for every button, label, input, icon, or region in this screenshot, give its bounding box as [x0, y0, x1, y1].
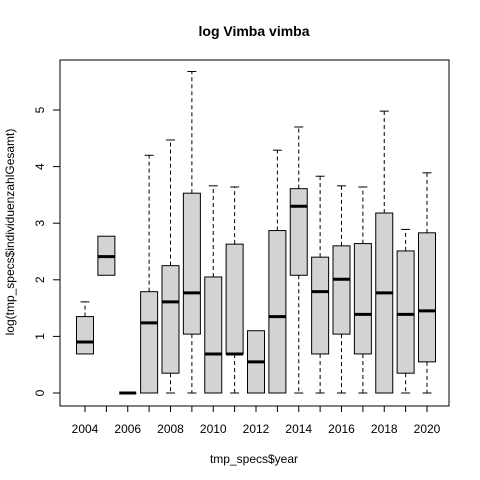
- box-2019: [397, 229, 414, 393]
- iqr-box: [226, 244, 243, 354]
- box-2017: [354, 187, 371, 393]
- x-tick-label: 2018: [371, 422, 398, 436]
- iqr-box: [397, 251, 414, 373]
- box-2009: [183, 72, 200, 393]
- box-2004: [77, 302, 94, 354]
- x-tick-label: 2004: [72, 422, 99, 436]
- x-tick-label: 2014: [285, 422, 312, 436]
- x-tick-label: 2008: [157, 422, 184, 436]
- iqr-box: [376, 213, 393, 393]
- x-tick-label: 2012: [243, 422, 270, 436]
- x-axis-label: tmp_specs$year: [210, 452, 298, 466]
- iqr-box: [354, 244, 371, 354]
- y-tick-label: 2: [33, 276, 47, 283]
- y-tick-label: 5: [33, 106, 47, 113]
- box-2010: [205, 186, 222, 393]
- x-axis: 2004 2006 2008 2010 2012 2014 2016 2018 2020: [72, 406, 441, 436]
- iqr-box: [77, 317, 94, 354]
- x-tick-label: 2006: [114, 422, 141, 436]
- iqr-box: [205, 277, 222, 393]
- iqr-box: [183, 193, 200, 334]
- y-tick-label: 4: [33, 163, 47, 170]
- iqr-box: [419, 233, 436, 362]
- box-2018: [376, 111, 393, 393]
- iqr-box: [333, 246, 350, 334]
- box-2016: [333, 186, 350, 393]
- box-2013: [269, 150, 286, 393]
- box-2011: [226, 187, 243, 393]
- box-2015: [312, 176, 329, 393]
- box-2007: [141, 155, 158, 393]
- iqr-box: [290, 189, 307, 276]
- y-tick-label: 3: [33, 220, 47, 227]
- y-axis-label: log(tmp_specs$individuenzahlGesamt): [3, 129, 17, 336]
- box-2005: [98, 236, 115, 275]
- box-2008: [162, 140, 179, 393]
- y-tick-label: 1: [33, 333, 47, 340]
- iqr-box: [312, 257, 329, 354]
- y-tick-label: 0: [33, 389, 47, 396]
- x-tick-label: 2010: [200, 422, 227, 436]
- x-tick-label: 2020: [414, 422, 441, 436]
- chart-title: log Vimba vimba: [199, 23, 310, 39]
- iqr-box: [269, 231, 286, 393]
- box-2020: [419, 173, 436, 393]
- iqr-box: [141, 292, 158, 393]
- box-2012: [248, 331, 265, 393]
- boxes-group: [77, 72, 436, 393]
- iqr-box: [162, 266, 179, 374]
- box-2014: [290, 127, 307, 393]
- y-axis: 0 1 2 3 4 5: [33, 106, 60, 396]
- x-tick-label: 2016: [328, 422, 355, 436]
